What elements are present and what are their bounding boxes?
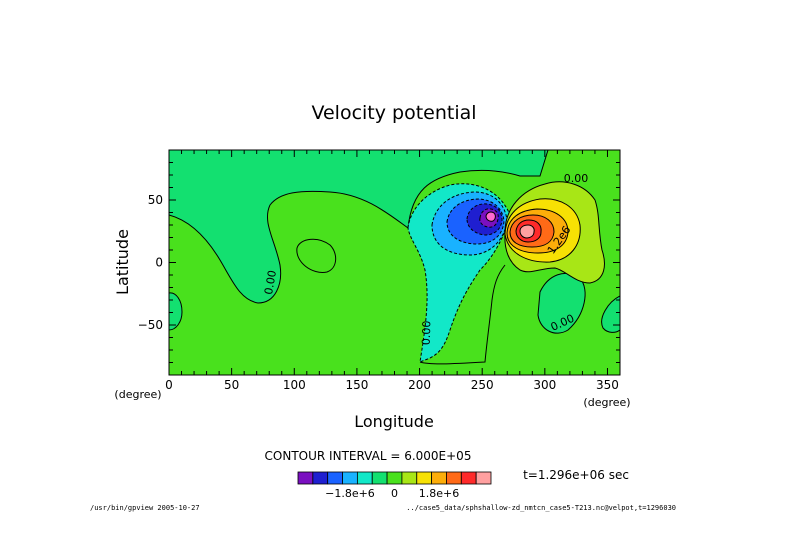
x-tick-label: 0 xyxy=(165,378,173,392)
colorbar: −1.8e+6 0 1.8e+6 xyxy=(297,471,492,500)
y-unit-label: (degree) xyxy=(114,388,161,401)
colorbar-tick-label: −1.8e+6 xyxy=(325,487,375,500)
colorbar-swatch xyxy=(475,471,492,485)
x-tick-label: 350 xyxy=(596,378,619,392)
colorbar-swatch xyxy=(297,471,314,485)
contour-positive-center xyxy=(519,224,535,239)
x-tick-label: 250 xyxy=(471,378,494,392)
contour-region-southeast xyxy=(537,273,586,334)
contour-label-3: 0.00 xyxy=(420,320,434,345)
time-label: t=1.296e+06 sec xyxy=(523,468,629,482)
colorbar-swatch xyxy=(446,471,462,485)
colorbar-swatch xyxy=(431,471,447,485)
contour-label-2: 0.00 xyxy=(262,269,279,295)
contour-region-west xyxy=(169,150,549,304)
x-tick-label: 50 xyxy=(224,378,239,392)
x-tick-label: 150 xyxy=(345,378,368,392)
colorbar-swatch xyxy=(342,471,358,485)
contour-region-far-east xyxy=(601,295,620,333)
colorbar-swatch xyxy=(416,471,433,485)
contour-interval-text: CONTOUR INTERVAL = 6.000E+05 xyxy=(265,449,472,463)
x-tick-label: 300 xyxy=(533,378,556,392)
contour-zero-south xyxy=(419,264,506,365)
colorbar-tick-label: 1.8e+6 xyxy=(419,487,459,500)
x-tick-label: 200 xyxy=(408,378,431,392)
x-tick-label: 100 xyxy=(283,378,306,392)
contour-field xyxy=(169,150,620,375)
y-tick-label: 50 xyxy=(148,193,163,207)
colorbar-swatch xyxy=(312,471,329,485)
axis-ticks: 0 50 100 150 200 250 300 350 −50 0 50 xyxy=(138,149,621,392)
y-tick-label: −50 xyxy=(138,318,163,332)
colorbar-swatch xyxy=(401,471,418,485)
colorbar-swatch xyxy=(460,471,477,485)
contour-negative-center xyxy=(485,211,496,222)
colorbar-swatch xyxy=(371,471,388,485)
contour-region-southwest xyxy=(169,292,183,331)
contour-label-1: 0.00 xyxy=(564,172,589,185)
x-unit-label: (degree) xyxy=(583,396,630,409)
colorbar-swatch xyxy=(386,471,403,485)
colorbar-tick-label: 0 xyxy=(391,487,398,500)
footer-right: ../case5_data/sphshallow-zd_nmtcn_case5-… xyxy=(406,504,676,512)
contour-region-small-island xyxy=(296,238,337,273)
y-tick-label: 0 xyxy=(155,256,163,270)
x-axis-label: Longitude xyxy=(354,412,434,431)
footer-left: /usr/bin/gpview 2005-10-27 xyxy=(90,504,200,512)
chart-title: Velocity potential xyxy=(311,102,476,124)
y-axis-label: Latitude xyxy=(113,229,132,295)
colorbar-swatch xyxy=(327,471,343,485)
colorbar-swatch xyxy=(356,471,373,485)
